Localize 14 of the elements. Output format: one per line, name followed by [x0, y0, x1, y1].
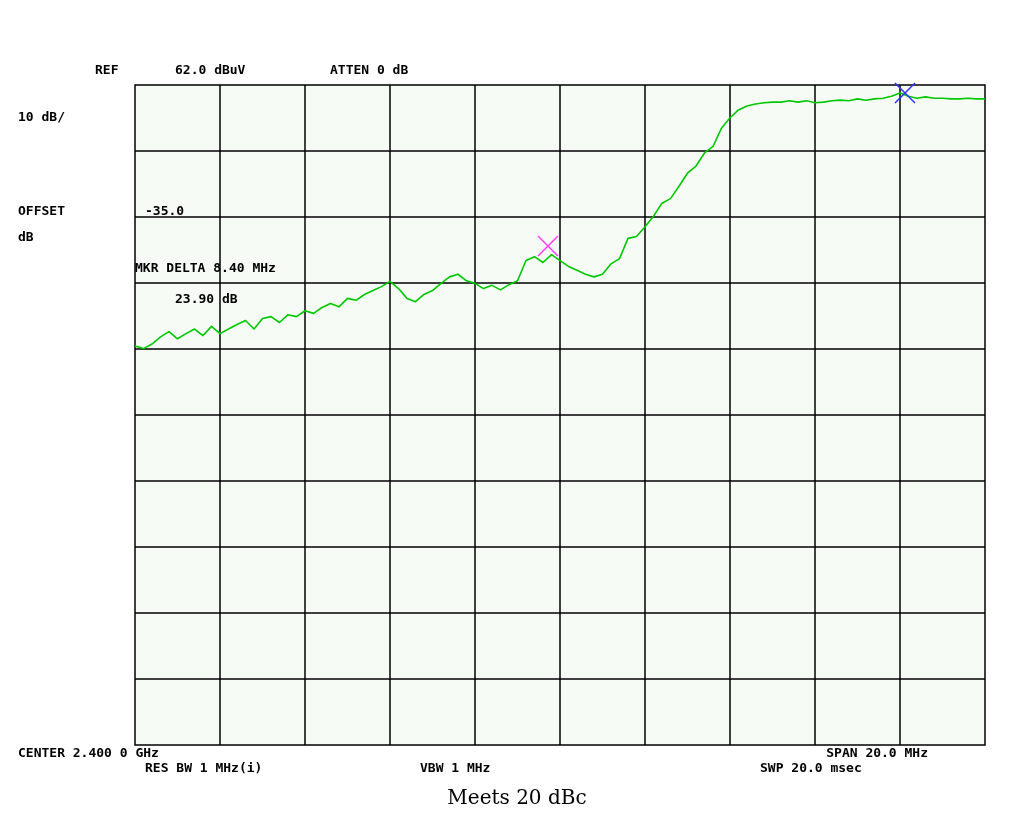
annotation: CENTER 2.400 0 GHz [18, 745, 159, 760]
annotation: SPAN 20.0 MHz [826, 745, 928, 760]
annotation: 23.90 dB [175, 291, 238, 306]
text: dB [18, 229, 34, 244]
text: REF [95, 62, 119, 77]
text: Meets 20 dBc [447, 785, 587, 809]
text: SWP 20.0 msec [760, 760, 862, 775]
text: 62.0 dBuV [175, 62, 246, 77]
text: 10 dB/ [18, 109, 66, 124]
annotation: -35.0 [145, 203, 185, 218]
text: ATTEN 0 dB [330, 62, 409, 77]
text: VBW 1 MHz [420, 760, 491, 775]
text: RES BW 1 MHz(i) [145, 760, 263, 775]
text: OFFSET [18, 203, 66, 218]
